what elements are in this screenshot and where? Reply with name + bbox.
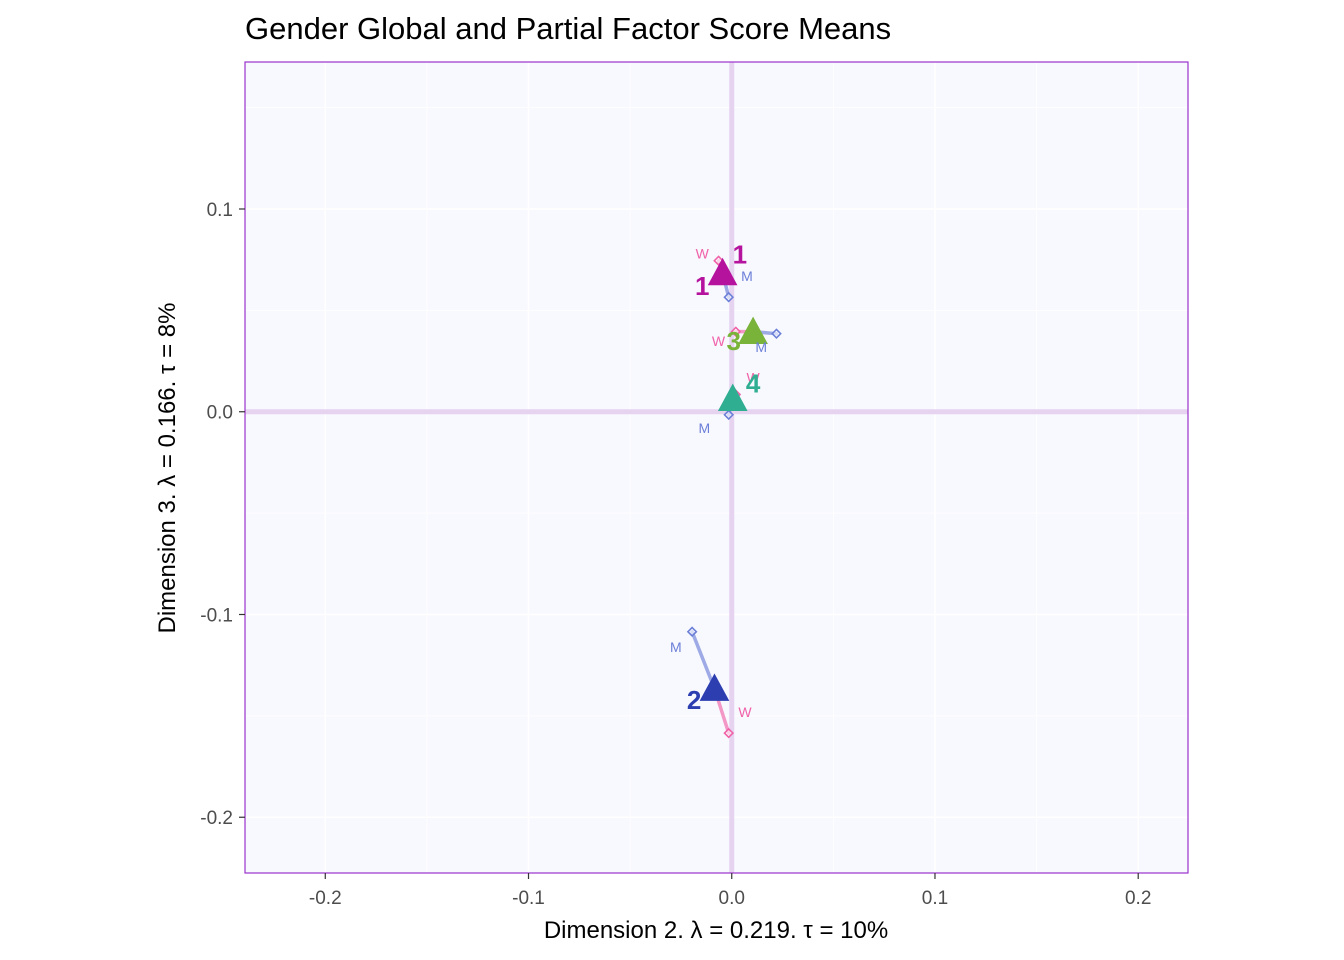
y-tick-label: -0.2 bbox=[200, 808, 233, 829]
plot-panel bbox=[245, 62, 1188, 873]
group-mean-points bbox=[699, 257, 768, 701]
partial-label-4-W: W bbox=[746, 369, 760, 385]
partial-point-2-W bbox=[723, 727, 735, 739]
partial-point-4-M bbox=[723, 409, 735, 421]
group-label-4: 4 bbox=[746, 368, 761, 398]
x-axis-title: Dimension 2. λ = 0.219. τ = 10% bbox=[544, 917, 888, 944]
partial-label-2-W: W bbox=[738, 704, 752, 720]
y-axis-ticks: -0.2 -0.1 0.0 0.1 bbox=[200, 200, 245, 829]
group-label-3: 3 bbox=[727, 326, 741, 356]
group-mean-4 bbox=[717, 383, 748, 411]
x-tick-label: 0.1 bbox=[922, 888, 948, 909]
partial-label-2-M: M bbox=[670, 639, 682, 655]
partial-label-4-M: M bbox=[698, 420, 710, 436]
group-label-2: 2 bbox=[687, 685, 701, 715]
partial-point-1-M bbox=[723, 291, 735, 303]
x-tick-label: -0.2 bbox=[309, 888, 342, 909]
y-tick-label: 0.1 bbox=[207, 200, 233, 221]
y-tick-label: 0.0 bbox=[207, 403, 233, 424]
partial-line-2-M bbox=[690, 629, 717, 691]
partial-point-3-W bbox=[730, 326, 742, 337]
partial-label-3-W: W bbox=[712, 333, 726, 349]
group-mean-3 bbox=[738, 316, 768, 345]
chart-title: Gender Global and Partial Factor Score M… bbox=[245, 11, 891, 46]
partial-point-3-M bbox=[771, 328, 782, 340]
y-tick-label: -0.1 bbox=[200, 605, 233, 626]
x-tick-label: 0.0 bbox=[719, 888, 745, 909]
x-axis-ticks: -0.2 -0.1 0.0 0.1 0.2 bbox=[309, 873, 1151, 909]
plot-border bbox=[244, 61, 1189, 874]
group-mean-2 bbox=[699, 673, 730, 701]
group-label-1: 1 bbox=[695, 271, 709, 301]
y-axis-title: Dimension 3. λ = 0.166. τ = 8% bbox=[154, 303, 181, 634]
x-tick-label: -0.1 bbox=[512, 888, 545, 909]
partial-label-1-W: W bbox=[696, 246, 710, 262]
partial-label-3-M: M bbox=[755, 339, 767, 355]
partial-point-2-M bbox=[686, 626, 698, 638]
origin-lines bbox=[245, 62, 1188, 873]
group-mean-1 bbox=[707, 257, 738, 286]
partial-label-1-M: M bbox=[741, 268, 753, 284]
x-tick-label: 0.2 bbox=[1125, 888, 1151, 909]
group-label-1: 1 bbox=[733, 240, 747, 270]
